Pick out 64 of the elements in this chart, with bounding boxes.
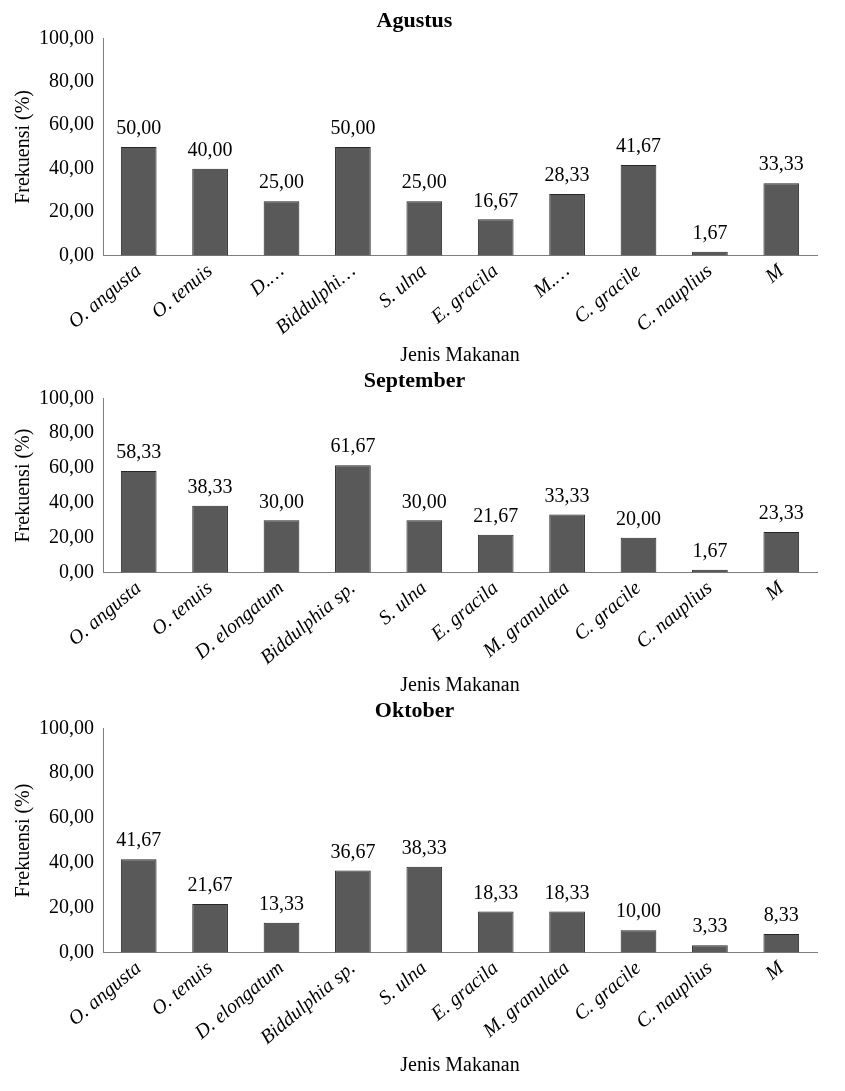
y-tick-label: 100,00 — [39, 715, 94, 738]
chart-title: Oktober — [374, 696, 455, 722]
y-tick-label: 60,00 — [49, 455, 94, 478]
y-tick-label: 60,00 — [49, 805, 94, 828]
data-label: 25,00 — [259, 170, 304, 193]
x-tick-label: M — [759, 955, 789, 985]
data-label: 3,33 — [692, 914, 728, 937]
y-tick-label: 80,00 — [49, 69, 94, 92]
y-tick-label: 40,00 — [49, 490, 94, 513]
data-label: 1,67 — [692, 538, 728, 561]
y-tick-label: 100,00 — [39, 25, 94, 48]
data-label: 21,67 — [187, 873, 233, 896]
data-label: 21,67 — [473, 504, 519, 527]
data-label: 8,33 — [763, 903, 799, 926]
y-tick-label: 20,00 — [49, 895, 94, 918]
y-axis-title: Frekuensi (%) — [11, 783, 35, 898]
data-label: 61,67 — [330, 434, 376, 457]
y-tick-label: 20,00 — [49, 199, 94, 222]
data-label: 30,00 — [259, 489, 304, 512]
x-tick-label: M — [759, 575, 789, 605]
x-axis-title: Jenis Makanan — [400, 673, 520, 696]
data-label: 50,00 — [330, 116, 376, 139]
chart-title: Agustus — [376, 6, 453, 32]
data-label: 36,67 — [330, 839, 376, 862]
data-label: 28,33 — [544, 163, 590, 186]
data-label: 23,33 — [758, 501, 804, 524]
y-tick-label: 40,00 — [49, 850, 94, 873]
y-tick-label: 60,00 — [49, 112, 94, 135]
data-label: 30,00 — [401, 489, 447, 512]
y-tick-label: 80,00 — [49, 760, 94, 783]
data-label: 13,33 — [259, 891, 304, 914]
x-axis-title: Jenis Makanan — [400, 343, 520, 366]
data-label: 58,33 — [116, 440, 162, 463]
y-tick-label: 0,00 — [59, 242, 94, 265]
chart-title: September — [363, 366, 466, 392]
y-axis-title: Frekuensi (%) — [11, 428, 35, 543]
data-label: 41,67 — [116, 828, 162, 851]
y-tick-label: 80,00 — [49, 420, 94, 443]
data-label: 18,33 — [544, 880, 590, 903]
x-axis-title: Jenis Makanan — [400, 1053, 520, 1076]
data-label: 18,33 — [473, 880, 519, 903]
x-tick-label: S. ulna — [373, 956, 431, 1009]
y-tick-label: 100,00 — [39, 385, 94, 408]
x-tick-label: M — [759, 258, 789, 288]
y-tick-label: 40,00 — [49, 155, 94, 178]
data-label: 33,33 — [544, 483, 590, 506]
data-label: 25,00 — [401, 170, 447, 193]
y-axis-title: Frekuensi (%) — [11, 90, 35, 204]
x-tick-label: S. ulna — [373, 576, 431, 629]
data-label: 50,00 — [116, 116, 162, 139]
y-tick-label: 20,00 — [49, 525, 94, 548]
data-label: 33,33 — [758, 152, 804, 175]
x-tick-label: S. ulna — [373, 258, 431, 312]
data-label: 41,67 — [616, 134, 661, 157]
data-label: 38,33 — [187, 475, 233, 498]
data-label: 16,67 — [473, 188, 519, 211]
data-label: 1,67 — [692, 221, 728, 244]
y-tick-label: 0,00 — [59, 939, 94, 962]
data-label: 40,00 — [187, 137, 233, 160]
x-tick-label: M.… — [527, 258, 574, 302]
y-tick-label: 0,00 — [59, 559, 94, 582]
data-label: 20,00 — [616, 507, 661, 530]
data-label: 10,00 — [616, 899, 661, 922]
data-label: 38,33 — [401, 835, 447, 858]
